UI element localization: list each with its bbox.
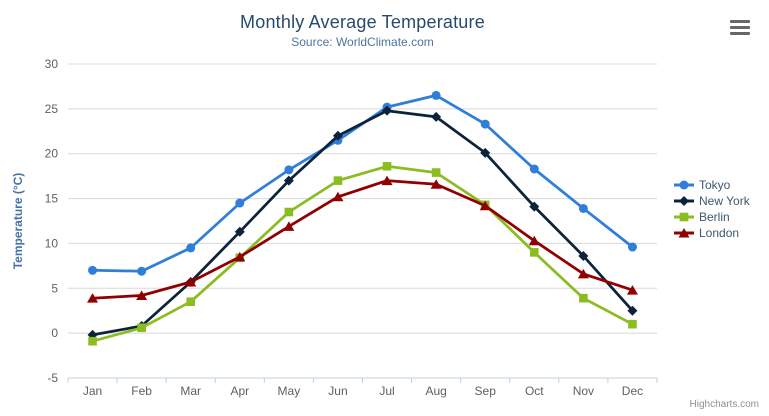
y-axis-label: 10 [45,236,59,250]
data-point[interactable] [137,266,147,276]
legend-item-new-york[interactable]: New York [674,193,750,209]
export-menu-button[interactable] [728,17,752,37]
data-point[interactable] [529,248,539,257]
legend-label: New York [699,194,750,208]
x-axis-label: Sep [475,384,497,398]
data-point[interactable] [628,319,637,329]
data-point[interactable] [186,297,196,307]
x-axis-label: Apr [230,384,249,398]
legend: Tokyo New York Berlin London [674,177,750,241]
y-axis-label: 30 [45,57,59,71]
tokyo-series-marker-icon [674,180,694,190]
x-axis-label: Aug [425,384,446,398]
data-point[interactable] [88,336,97,346]
y-axis-label: -5 [47,371,58,385]
data-point[interactable] [283,221,295,231]
data-point[interactable] [578,203,588,213]
data-point[interactable] [529,201,540,212]
data-point[interactable] [430,179,442,189]
legend-item-tokyo[interactable]: Tokyo [674,177,750,193]
data-point[interactable] [136,290,148,300]
data-point[interactable] [185,277,197,287]
legend-label: London [699,226,740,240]
data-point[interactable] [333,176,343,185]
data-point[interactable] [529,164,539,174]
x-axis-label: Oct [525,384,544,398]
data-point[interactable] [528,235,540,246]
legend-item-london[interactable]: London [674,225,750,241]
x-axis-label: Feb [131,384,152,398]
credits-link[interactable]: Highcharts.com [689,399,759,410]
legend-label: Berlin [699,210,730,224]
chart-title: Monthly Average Temperature [240,12,485,32]
data-point[interactable] [431,90,441,100]
data-point[interactable] [480,147,491,158]
y-axis-label: 0 [51,326,58,340]
chart-subtitle: Source: WorldClimate.com [291,35,434,49]
x-axis-label: Jan [83,384,102,398]
data-point[interactable] [579,293,588,303]
x-axis-label: Dec [622,384,643,398]
legend-item-berlin[interactable]: Berlin [674,209,750,225]
berlin-series-marker-icon [674,212,694,222]
new-york-series-marker-icon [674,196,694,206]
data-point[interactable] [332,191,344,202]
data-point[interactable] [578,250,589,261]
y-axis-label: 25 [45,102,59,116]
data-point[interactable] [382,105,393,116]
data-point[interactable] [381,175,393,186]
data-point[interactable] [479,200,491,211]
data-point[interactable] [627,242,637,252]
data-point[interactable] [283,175,294,186]
data-point[interactable] [284,207,294,217]
data-point[interactable] [186,243,196,253]
data-point[interactable] [234,226,245,237]
series-line-london [91,179,634,300]
data-point[interactable] [627,305,638,316]
data-point[interactable] [234,251,246,262]
data-point[interactable] [88,265,98,275]
data-point[interactable] [235,198,245,208]
london-series-marker-icon [674,228,694,238]
data-point[interactable] [284,165,294,175]
y-axis-label: 20 [45,147,59,161]
data-point[interactable] [431,111,442,122]
series-line-new-york [91,109,634,337]
series-line-berlin [91,164,634,343]
x-axis-label: Jun [328,384,347,398]
data-point[interactable] [87,293,99,303]
x-axis-label: May [278,384,301,398]
data-point[interactable] [577,268,589,279]
hamburger-menu-icon [730,19,750,23]
y-axis-title: Temperature (°C) [11,173,25,270]
data-point[interactable] [480,119,490,129]
data-point[interactable] [431,168,441,177]
x-axis-label: Nov [573,384,594,398]
y-axis-label: 5 [51,281,58,295]
data-point[interactable] [382,161,392,171]
y-axis-label: 15 [45,192,59,206]
data-point[interactable] [137,323,146,333]
data-point[interactable] [626,285,638,295]
legend-label: Tokyo [699,178,731,192]
data-point[interactable] [332,130,343,141]
x-axis-label: Jul [379,384,394,398]
x-axis-label: Mar [180,384,201,398]
